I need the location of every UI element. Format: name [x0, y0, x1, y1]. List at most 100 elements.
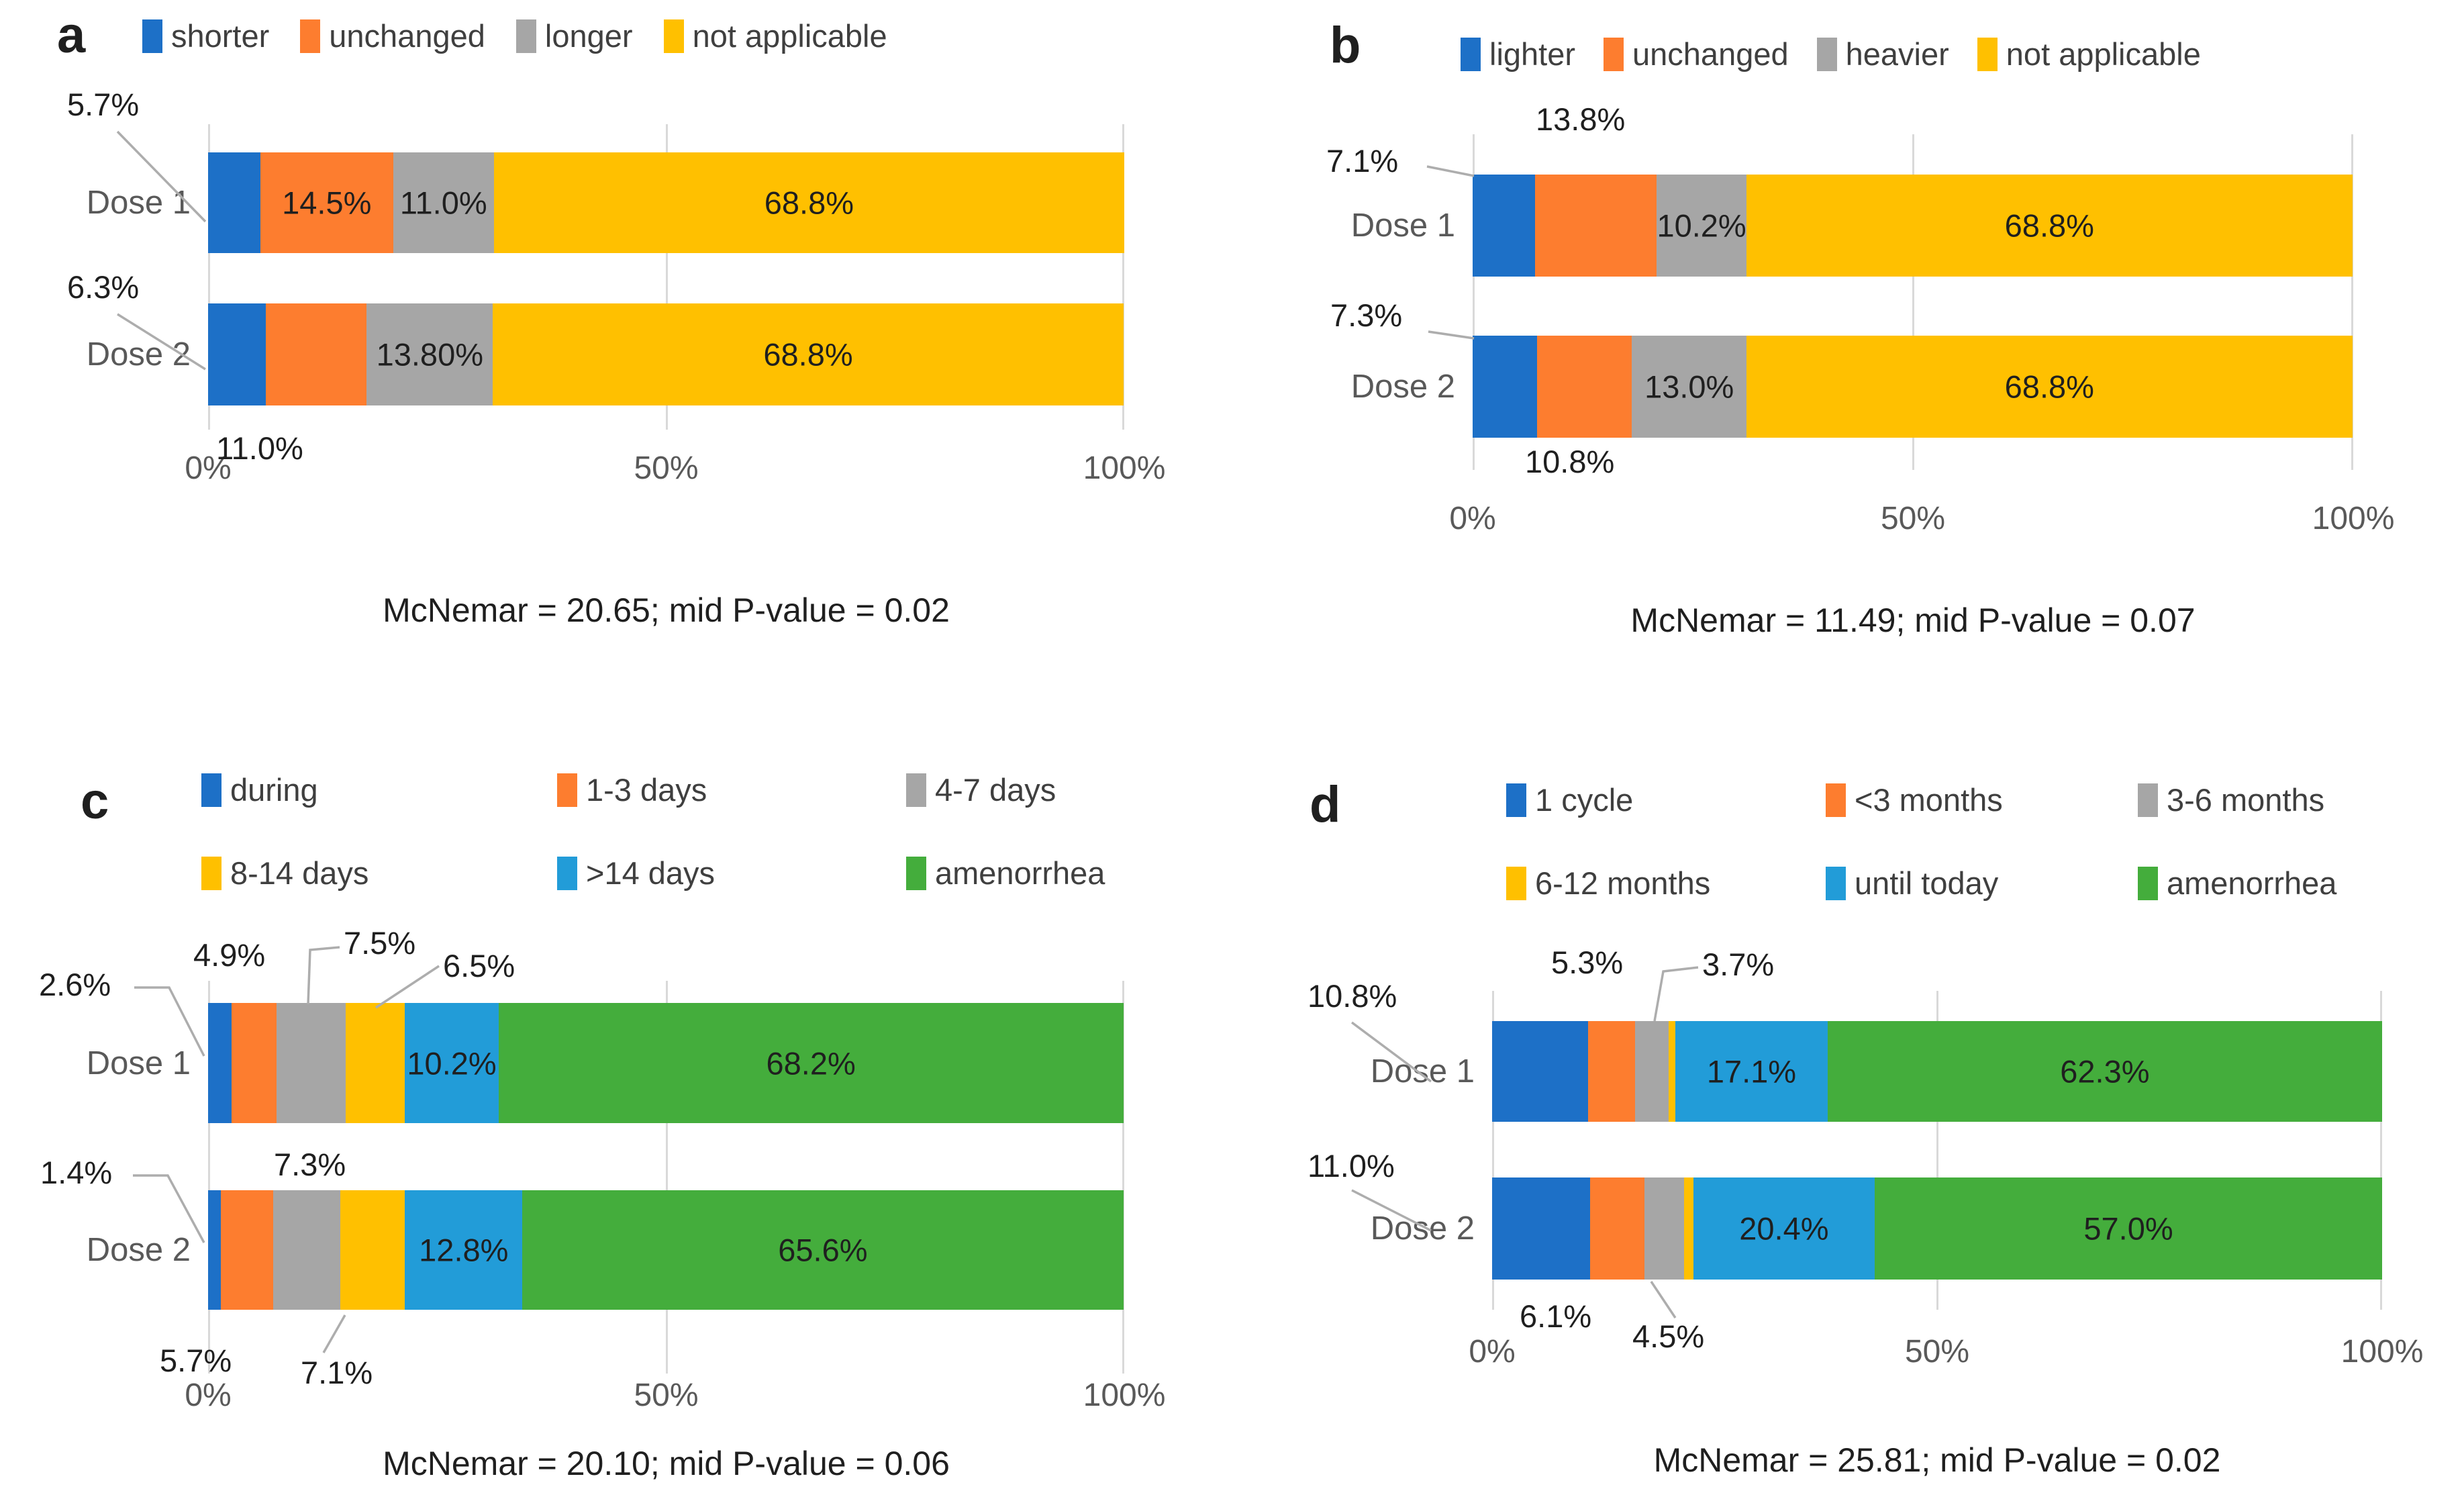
bar-segment [208, 1190, 221, 1310]
data-callout: 11.0% [216, 430, 303, 466]
panel-d: d 1 cycle <3 months 3-6 months 6-12 mont… [1232, 746, 2464, 1491]
panel-letter: c [81, 773, 109, 830]
gridline-50 [665, 124, 668, 430]
legend-swatch-icon [2138, 866, 2158, 900]
bar-segment: 17.1% [1675, 1021, 1828, 1122]
data-callout: 11.0% [1308, 1148, 1395, 1184]
gridline-0 [208, 981, 210, 1374]
plot-area: Dose 1 14.5% 11.0% 68.8% Dose 2 13.80% 6… [87, 124, 1165, 486]
legend-item-until-today: until today [1826, 865, 2138, 901]
bar-segment [277, 1003, 346, 1123]
legend-item-amenorrhea: amenorrhea [2138, 865, 2336, 901]
stacked-bar: 17.1% 62.3% [1492, 1021, 2382, 1122]
legend-item-1-3-days: 1-3 days [557, 773, 906, 808]
data-callout: 6.1% [1520, 1298, 1592, 1334]
data-callout: 4.9% [193, 937, 266, 973]
bar-row-dose1: Dose 1 17.1% 62.3% [1371, 1021, 2382, 1122]
bar-row-dose1: Dose 1 10.2% 68.2% [87, 1003, 1124, 1123]
stacked-bar: 10.2% 68.8% [1473, 175, 2353, 277]
axis-tick: 0% [1469, 1334, 1516, 1369]
legend-item-amenorrhea: amenorrhea [906, 855, 1105, 891]
bar-segment [273, 1190, 340, 1310]
category-label: Dose 2 [86, 1232, 191, 1268]
axis-tick: 0% [185, 1378, 232, 1413]
legend: lighter unchanged heavier not applicable [1461, 37, 2201, 72]
legend-swatch-icon [906, 773, 926, 807]
legend-item-8-14-days: 8-14 days [201, 855, 557, 891]
stat-caption: McNemar = 25.81; mid P-value = 0.02 [1653, 1441, 2221, 1479]
stat-caption: McNemar = 20.65; mid P-value = 0.02 [383, 591, 950, 629]
bar-segment [1492, 1021, 1589, 1122]
legend-item-lt3-months: <3 months [1826, 783, 2138, 818]
gridline-0 [208, 124, 210, 430]
axis-tick: 0% [1449, 501, 1496, 536]
panel-letter: d [1310, 776, 1341, 833]
data-callout: 13.8% [1536, 101, 1626, 137]
bar-segment: 14.5% [260, 152, 393, 253]
bar-segment [1684, 1177, 1693, 1280]
legend-item-heavier: heavier [1816, 37, 1949, 72]
gridline-0 [1473, 134, 1475, 470]
category-label: Dose 2 [1370, 1210, 1475, 1247]
bar-segment [345, 1003, 405, 1123]
bar-segment: 10.2% [1657, 175, 1746, 277]
plot-area: Dose 1 10.2% 68.2% Dose 2 12.8% 65.6% [87, 981, 1165, 1413]
bar-segment: 57.0% [1875, 1177, 2382, 1280]
bar-segment [208, 1003, 232, 1123]
axis-tick: 50% [1880, 501, 1946, 536]
bar-segment [1588, 1021, 1636, 1122]
legend-item-not-applicable: not applicable [663, 19, 887, 54]
data-callout: 5.7% [67, 87, 140, 122]
bar-segment [1635, 1021, 1669, 1122]
data-callout: 7.1% [1326, 143, 1399, 179]
legend-item-lighter: lighter [1461, 37, 1575, 72]
bar-segment [1492, 1177, 1590, 1280]
bar-segment: 13.80% [366, 303, 493, 405]
legend-swatch-icon [300, 19, 321, 53]
plot-area: Dose 1 10.2% 68.8% Dose 2 13.0% 68.8% 0%… [1351, 134, 2394, 536]
bar-segment: 68.8% [1746, 336, 2353, 438]
category-label: Dose 1 [1350, 207, 1455, 244]
panel-b: b lighter unchanged heavier not applicab… [1232, 0, 2464, 745]
legend: 1 cycle <3 months 3-6 months 6-12 months… [1506, 783, 2336, 900]
legend-item-1-cycle: 1 cycle [1506, 783, 1826, 818]
category-label: Dose 1 [86, 1045, 191, 1081]
bar-segment: 13.0% [1632, 336, 1746, 438]
panel-c: c during 1-3 days 4-7 days 8-14 days >14… [0, 746, 1232, 1491]
legend-swatch-icon [1826, 783, 1846, 817]
bar-row-dose2: Dose 2 20.4% 57.0% [1371, 1177, 2382, 1280]
axis-tick: 50% [1904, 1334, 1970, 1369]
gridline-100 [1122, 981, 1124, 1374]
legend-swatch-icon [1816, 37, 1837, 71]
axis-tick: 100% [1083, 1378, 1166, 1413]
panel-letter: a [57, 7, 86, 64]
data-callout: 7.1% [301, 1355, 373, 1390]
bar-segment [208, 152, 260, 253]
bar-row-dose1: Dose 1 10.2% 68.8% [1351, 175, 2353, 277]
legend-item-unchanged: unchanged [300, 19, 485, 54]
gridline-100 [2380, 991, 2382, 1310]
gridline-0 [1492, 991, 1494, 1310]
legend-item-longer: longer [515, 19, 633, 54]
legend-item-during: during [201, 773, 557, 808]
bar-segment: 68.2% [498, 1003, 1124, 1123]
bar-segment: 62.3% [1827, 1021, 2382, 1122]
legend-swatch-icon [557, 773, 577, 807]
legend-swatch-icon [1506, 783, 1526, 817]
gridline-100 [1122, 124, 1124, 430]
legend-swatch-icon [1977, 37, 1998, 71]
data-callout: 10.8% [1308, 978, 1397, 1014]
legend-item-not-applicable: not applicable [1977, 37, 2201, 72]
bar-segment [1644, 1177, 1685, 1280]
panel-letter: b [1330, 17, 1361, 74]
bar-segment: 68.8% [493, 152, 1124, 253]
gridline-50 [665, 981, 668, 1374]
bar-segment [1589, 1177, 1644, 1280]
stacked-bar: 12.8% 65.6% [208, 1190, 1124, 1310]
bar-segment [1535, 175, 1657, 277]
stacked-bar: 10.2% 68.2% [208, 1003, 1124, 1123]
legend-swatch-icon [663, 19, 684, 53]
panel-a: a shorter unchanged longer not applicabl… [0, 0, 1232, 745]
bar-row-dose1: Dose 1 14.5% 11.0% 68.8% [87, 152, 1124, 253]
bar-segment [1473, 336, 1537, 438]
